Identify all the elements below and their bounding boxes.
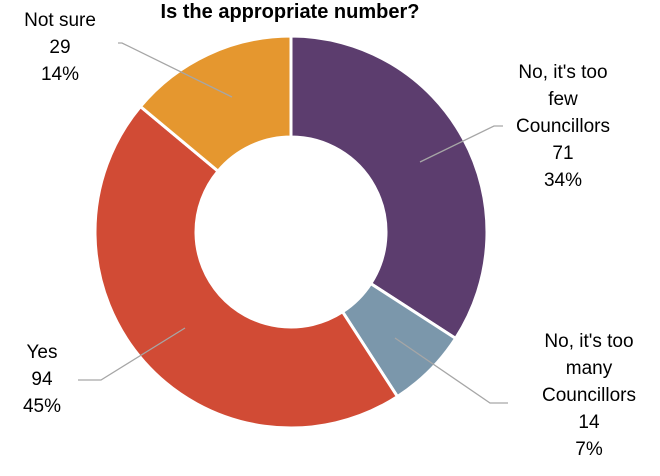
data-label-line: Yes (27, 342, 58, 363)
data-label-line: 45% (23, 396, 61, 417)
data-label-3: Yes 94 45% (23, 342, 61, 417)
donut-slice-3 (93, 104, 400, 430)
data-label-line: 71 (552, 143, 573, 164)
data-label-line: few (548, 89, 578, 110)
data-label-line: No, it's too (544, 331, 633, 352)
donut-slice-1 (289, 34, 489, 341)
donut-slice-4 (138, 34, 293, 174)
data-label-line: Councillors (542, 385, 636, 406)
chart-title: Is the appropriate number? (161, 1, 420, 23)
leader-line-2 (394, 337, 508, 404)
data-label-line: Councillors (516, 116, 610, 137)
leader-line-1 (419, 125, 503, 163)
data-label-line: 94 (31, 369, 53, 390)
data-label-line: No, it's too (518, 62, 607, 83)
data-label-line: 29 (49, 37, 70, 58)
data-label-4: Not sure 29 14% (24, 10, 96, 85)
data-label-1: No, it's too few Councillors 71 34% (516, 62, 610, 191)
data-label-line: Not sure (24, 10, 96, 31)
data-label-line: 14 (578, 412, 600, 433)
leader-line-3 (78, 327, 186, 381)
data-label-line: many (566, 358, 613, 379)
data-label-line: 34% (544, 170, 582, 191)
data-label-2: No, it's too many Councillors 14 7% (542, 331, 636, 460)
leader-line-4 (118, 42, 233, 98)
data-label-line: 7% (575, 439, 603, 460)
data-label-line: 14% (41, 64, 79, 85)
